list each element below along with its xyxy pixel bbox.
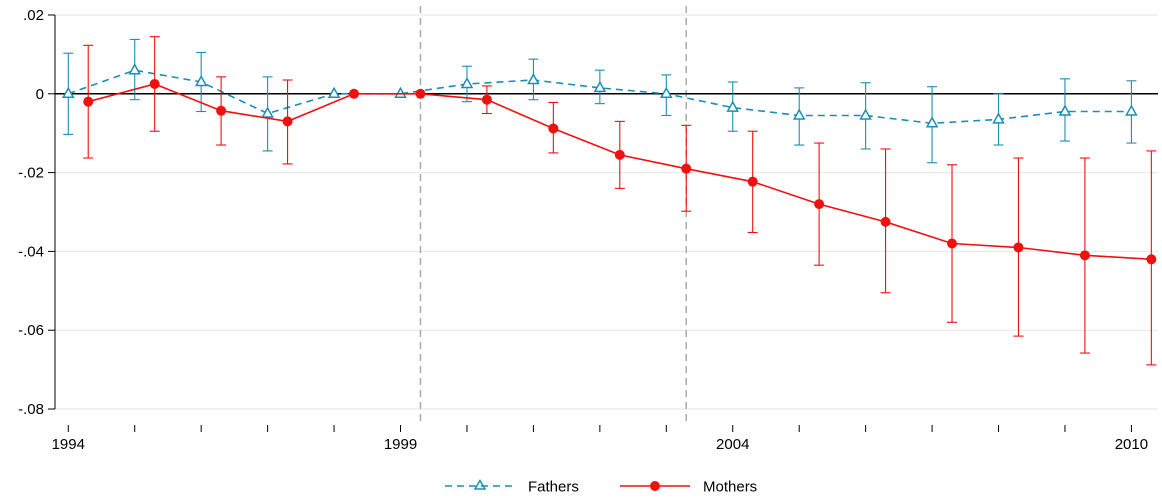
mothers-point [481,94,492,105]
y-tick-label-4: -.06 [18,322,44,339]
mothers-point [415,88,426,99]
series-fathers [62,38,1138,164]
mothers-point [1013,242,1024,253]
legend-label-fathers: Fathers [528,479,579,496]
mothers-point [681,163,692,174]
y-tick-label-2: -.02 [18,165,44,182]
fathers-point [1125,104,1138,116]
mothers-point [747,176,758,187]
mothers-point [282,116,293,127]
mothers-point [1146,254,1157,265]
fathers-point [194,74,208,87]
mothers-point [349,88,360,99]
fathers-line [68,69,1132,125]
fathers-point [792,108,806,120]
mothers-point [880,216,891,227]
mothers-point [548,123,559,134]
grid-lines [55,14,1158,410]
x-tick-label-3: 2010 [1115,436,1148,453]
mothers-point [216,105,227,116]
legend-swatch-mothers-marker [650,481,660,491]
fathers-point [62,86,75,99]
fathers-point [1058,104,1072,116]
fathers-point [460,76,474,89]
x-tick-label-1: 1999 [384,436,417,453]
fathers-point [394,86,407,99]
mothers-point [1079,250,1090,261]
legend: Fathers Mothers [445,479,757,496]
mothers-point [814,199,825,210]
legend-label-mothers: Mothers [703,479,757,496]
mothers-point [947,238,958,249]
mothers-point [149,78,160,89]
fathers-point [992,112,1005,124]
fathers-point [660,86,673,99]
y-tick-label-0: .02 [23,7,44,24]
fathers-point [527,72,540,85]
series [62,36,1157,366]
fathers-point [925,116,939,128]
mothers-point [614,149,625,160]
fathers-point [261,106,274,118]
x-tick-label-2: 2004 [716,436,749,453]
fathers-point [859,108,872,120]
fathers-point [327,86,341,99]
axes: .02 0 -.02 -.04 -.06 -.08 1994 1999 2004 2010 [18,7,1148,453]
legend-swatch-fathers-marker [473,479,487,490]
y-tick-label-3: -.04 [18,243,44,260]
fathers-point [593,80,607,93]
y-tick-label-5: -.08 [18,401,44,418]
fathers-point [726,100,739,112]
vertical-reference-lines [419,6,687,425]
x-tick-label-0: 1994 [52,436,85,453]
fathers-point [128,63,141,75]
series-mothers [83,36,1157,366]
y-tick-label-1: 0 [36,86,44,103]
mothers-point [83,96,94,107]
